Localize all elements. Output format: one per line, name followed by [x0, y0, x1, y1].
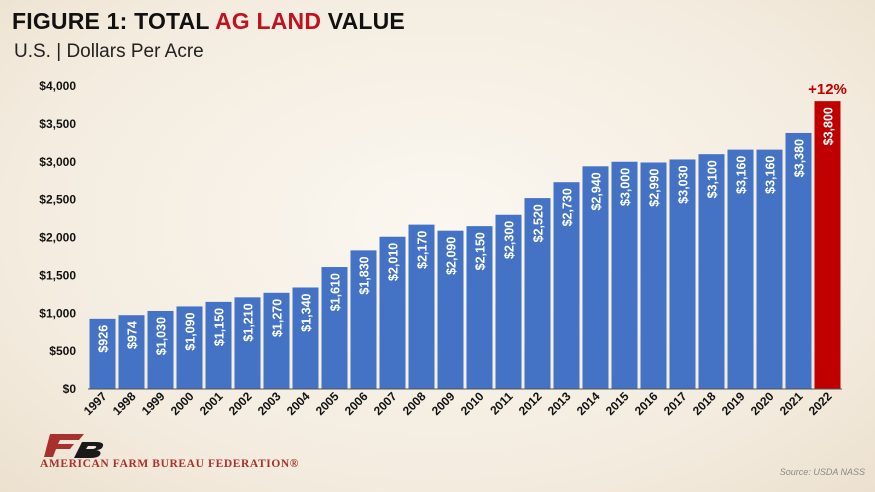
- title-accent: AG LAND: [214, 8, 322, 34]
- x-tick-label: 2022: [806, 389, 835, 418]
- source-note: Source: USDA NASS: [779, 467, 865, 477]
- x-tick-label: 2014: [574, 389, 603, 418]
- x-tick-label: 2019: [719, 389, 748, 418]
- bar-data-label: $2,010: [387, 243, 401, 281]
- y-tick-label: $4,000: [39, 79, 76, 93]
- farm-bureau-logo-icon: [44, 434, 104, 458]
- bar-data-label: $1,340: [300, 293, 314, 331]
- bar-data-label: $2,520: [532, 204, 546, 242]
- x-tick-label: 2018: [690, 389, 719, 418]
- bar: [727, 149, 754, 389]
- y-tick-label: $1,500: [39, 268, 76, 282]
- title-part-1: FIGURE 1: TOTAL: [12, 8, 215, 34]
- bar: [205, 301, 232, 389]
- bar-data-label: $974: [126, 321, 140, 349]
- bar-data-label: $1,150: [213, 308, 227, 346]
- growth-annotation: +12%: [808, 81, 847, 98]
- x-tick-label: 2001: [197, 389, 226, 418]
- bar-data-label: $2,300: [503, 221, 517, 259]
- bar: [89, 318, 116, 389]
- x-tick-label: 2016: [632, 389, 661, 418]
- y-tick-label: $3,500: [39, 117, 76, 131]
- bar-data-label: $1,030: [155, 317, 169, 355]
- x-tick-label: 2015: [603, 389, 632, 418]
- x-tick-label: 2011: [487, 389, 516, 418]
- y-tick-label: $3,000: [39, 155, 76, 169]
- x-tick-label: 1997: [81, 389, 110, 418]
- x-tick-label: 2010: [458, 389, 487, 418]
- bar: [611, 161, 638, 389]
- y-tick-label: $2,000: [39, 231, 76, 245]
- bar-data-label: $2,170: [416, 231, 430, 269]
- bar-data-label: $2,990: [648, 168, 662, 206]
- x-tick-label: 2021: [777, 389, 806, 418]
- bar-data-label: $1,270: [271, 299, 285, 337]
- bar-data-label: $926: [97, 325, 111, 353]
- x-tick-label: 2005: [313, 389, 342, 418]
- x-tick-label: 2002: [226, 389, 255, 418]
- bar: [582, 166, 609, 389]
- bar: [350, 250, 377, 389]
- bar: [437, 230, 464, 389]
- chart-subtitle: U.S. | Dollars Per Acre: [14, 41, 204, 62]
- bar: [263, 292, 290, 389]
- chart-title: FIGURE 1: TOTAL AG LAND VALUE: [12, 8, 405, 35]
- x-tick-label: 2004: [284, 389, 313, 418]
- bar-data-label: $2,090: [445, 237, 459, 275]
- bar: [466, 226, 493, 389]
- bar: [524, 198, 551, 389]
- x-tick-label: 2006: [342, 389, 371, 418]
- bar-data-label: $3,100: [706, 160, 720, 198]
- bar: [321, 267, 348, 389]
- bar: [234, 297, 261, 389]
- bar-data-label: $3,160: [764, 156, 778, 194]
- bar-data-label: $3,160: [735, 156, 749, 194]
- bar-data-label: $1,830: [358, 256, 372, 294]
- bar: [756, 149, 783, 389]
- bar: [176, 306, 203, 389]
- y-tick-label: $0: [63, 382, 77, 396]
- y-tick-label: $1,000: [39, 306, 76, 320]
- x-tick-label: 2000: [168, 389, 197, 418]
- bar-data-label: $3,000: [619, 168, 633, 206]
- bar: [814, 101, 841, 390]
- bar-data-label: $1,090: [184, 312, 198, 350]
- x-tick-label: 2009: [429, 389, 458, 418]
- x-tick-label: 2020: [748, 389, 777, 418]
- bar: [118, 315, 145, 389]
- bar: [379, 236, 406, 389]
- x-tick-label: 2003: [255, 389, 284, 418]
- bar-data-label: $2,730: [561, 188, 575, 226]
- bar: [640, 162, 667, 389]
- x-tick-label: 2007: [371, 389, 400, 418]
- bar: [147, 310, 174, 389]
- x-tick-label: 2013: [545, 389, 574, 418]
- x-tick-label: 2012: [516, 389, 545, 418]
- bar-data-label: $3,380: [793, 139, 807, 177]
- bar-data-label: $2,940: [590, 172, 604, 210]
- bar: [408, 224, 435, 389]
- bar-data-label: $2,150: [474, 232, 488, 270]
- bar: [495, 214, 522, 389]
- x-tick-label: 2008: [400, 389, 429, 418]
- x-tick-label: 1999: [139, 389, 168, 418]
- bar: [669, 159, 696, 389]
- y-tick-label: $2,500: [39, 193, 76, 207]
- bar-data-label: $3,030: [677, 165, 691, 203]
- bar: [785, 132, 812, 389]
- bar-data-label: $1,610: [329, 273, 343, 311]
- bar: [698, 154, 725, 389]
- bar-data-label: $3,800: [822, 107, 836, 145]
- org-name: AMERICAN FARM BUREAU FEDERATION®: [40, 458, 299, 470]
- y-tick-label: $500: [49, 344, 76, 358]
- title-part-2: VALUE: [321, 8, 405, 34]
- x-tick-label: 2017: [661, 389, 690, 418]
- bar: [553, 182, 580, 389]
- bar: [292, 287, 319, 389]
- bar-data-label: $1,210: [242, 303, 256, 341]
- x-tick-label: 1998: [110, 389, 139, 418]
